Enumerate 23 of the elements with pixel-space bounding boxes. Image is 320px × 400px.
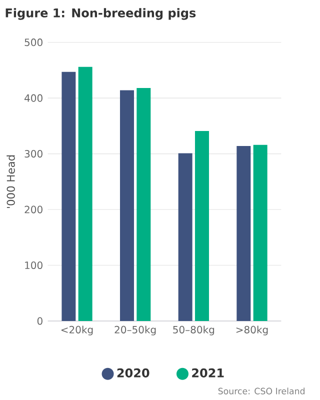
bar <box>178 153 192 321</box>
y-axis-title: '000 Head <box>6 155 15 208</box>
y-tick-label: 100 <box>25 261 42 270</box>
bar <box>78 66 92 321</box>
y-tick-label: 200 <box>24 206 42 214</box>
y-tick-label: 300 <box>24 150 42 158</box>
bar <box>120 90 134 321</box>
chart-title: Figure 1: Non-breeding pigs <box>6 8 196 20</box>
bar <box>62 72 76 321</box>
y-tick-label: 0 <box>37 317 42 325</box>
x-tick-label: 50–80kg <box>173 326 214 336</box>
bar <box>136 88 151 321</box>
bar <box>253 144 268 321</box>
bar <box>236 146 251 321</box>
x-tick-label: 20–50kg <box>114 326 156 336</box>
source-note: Source: CSO Ireland <box>218 388 304 394</box>
y-tick-label: 500 <box>24 38 42 46</box>
bar <box>194 130 209 321</box>
x-tick-label: <20kg <box>61 326 93 336</box>
legend-label: 2020 <box>117 368 150 378</box>
y-tick-label: 400 <box>24 94 42 102</box>
legend-label: 2021 <box>192 368 224 378</box>
x-tick-label: >80kg <box>236 326 268 336</box>
